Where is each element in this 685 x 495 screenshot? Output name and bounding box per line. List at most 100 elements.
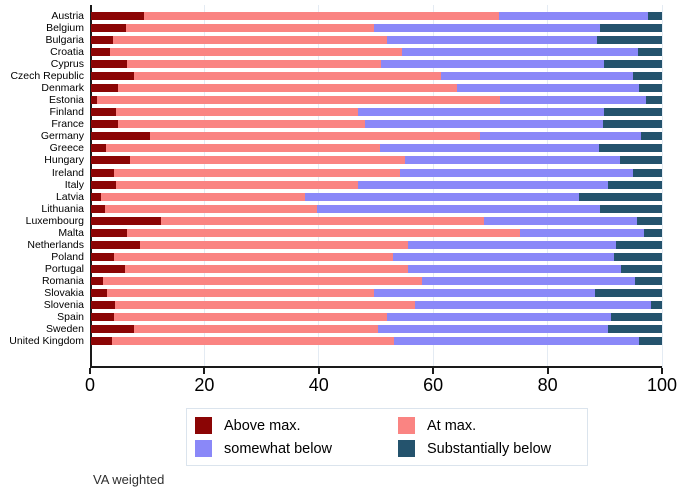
x-axis-tick-label: 40: [308, 375, 329, 395]
bar-segment-substantially-below: [651, 300, 662, 309]
stacked-bar: [91, 228, 662, 237]
legend-label-at-max: At max.: [427, 417, 477, 434]
country-label: Austria: [51, 10, 84, 22]
bar-segment-somewhat-below: [422, 276, 635, 285]
bar-segment-substantially-below: [632, 168, 662, 177]
stacked-bar: [91, 36, 662, 45]
stacked-bar: [91, 108, 662, 117]
stacked-bar: [91, 325, 662, 334]
bar-segment-somewhat-below: [520, 228, 645, 237]
bar-segment-somewhat-below: [480, 132, 641, 141]
gridline: [661, 5, 663, 368]
bar-segment-above-max: [91, 276, 103, 285]
bar-segment-above-max: [91, 288, 107, 297]
x-axis-tick-label: 100: [646, 375, 678, 395]
bar-segment-above-max: [91, 120, 119, 129]
bar-segment-at-max: [130, 156, 406, 165]
bar-segment-substantially-below: [599, 204, 662, 213]
stacked-bar: [91, 48, 662, 57]
stacked-bar: [91, 240, 662, 249]
bar-segment-above-max: [91, 192, 102, 201]
country-label: Finland: [49, 106, 84, 119]
bar-segment-above-max: [91, 300, 115, 309]
country-label: Ireland: [51, 166, 84, 179]
legend: Above max. At max. somewhat below Substanti…: [186, 408, 588, 466]
bar-segment-substantially-below: [620, 156, 662, 165]
bar-segment-above-max: [91, 337, 113, 346]
stacked-bar: [91, 60, 662, 69]
bar-segment-at-max: [134, 325, 378, 334]
bar-segment-substantially-below: [603, 108, 662, 117]
bar-segment-substantially-below: [640, 132, 662, 141]
bar-segment-substantially-below: [634, 276, 662, 285]
bar-segment-at-max: [140, 240, 409, 249]
legend-label-somewhat-below: somewhat below: [224, 440, 332, 457]
bar-segment-at-max: [143, 12, 499, 20]
bar-segment-somewhat-below: [394, 337, 640, 346]
bar-segment-substantially-below: [636, 216, 662, 225]
bar-segment-substantially-below: [603, 120, 662, 129]
country-label: Greece: [49, 142, 84, 155]
bar-segment-at-max: [118, 120, 365, 129]
bar-segment-above-max: [91, 84, 119, 93]
legend-swatch-substantially-below: [398, 440, 415, 457]
bar-segment-somewhat-below: [381, 60, 604, 69]
bar-segment-somewhat-below: [498, 12, 648, 20]
stacked-bar: [91, 264, 662, 273]
stacked-bar: [91, 276, 662, 285]
bar-segment-above-max: [91, 313, 114, 321]
country-label: Germany: [40, 130, 84, 143]
bar-segment-above-max: [91, 132, 150, 141]
bar-segment-substantially-below: [639, 84, 662, 93]
x-axis-tick-label: 60: [423, 375, 444, 395]
stacked-bar: [91, 156, 662, 165]
legend-item-substantially-below: Substantially below: [398, 440, 587, 457]
bar-segment-substantially-below: [632, 72, 662, 81]
country-label: Spain: [57, 311, 84, 323]
bar-segment-above-max: [91, 48, 111, 57]
bar-segment-above-max: [91, 60, 127, 69]
stacked-bar: [91, 120, 662, 129]
bar-segment-at-max: [134, 72, 442, 81]
bar-segment-somewhat-below: [408, 264, 622, 273]
stacked-bar: [91, 72, 662, 81]
stacked-bar: [91, 313, 662, 321]
stacked-bar: [91, 180, 662, 189]
bar-segment-above-max: [91, 216, 161, 225]
bar-segment-somewhat-below: [358, 180, 608, 189]
bar-segment-substantially-below: [644, 228, 662, 237]
country-label: Slovenia: [43, 298, 84, 311]
bar-segment-substantially-below: [639, 337, 662, 346]
stacked-bar: [91, 204, 662, 213]
bar-segment-at-max: [105, 204, 317, 213]
bar-segment-at-max: [114, 300, 415, 309]
bar-segment-at-max: [126, 24, 375, 33]
bar-segment-at-max: [118, 84, 457, 93]
bar-segment-substantially-below: [603, 60, 662, 69]
bar-segment-somewhat-below: [364, 120, 604, 129]
x-axis-tick: [661, 368, 663, 374]
bar-segment-somewhat-below: [316, 204, 600, 213]
bar-segment-at-max: [112, 337, 395, 346]
bar-segment-above-max: [91, 204, 106, 213]
bar-segment-somewhat-below: [357, 108, 604, 117]
stacked-bar: [91, 132, 662, 141]
bar-segment-above-max: [91, 96, 98, 105]
bar-segment-at-max: [126, 228, 521, 237]
country-label: France: [51, 118, 84, 131]
bar-segment-at-max: [113, 168, 401, 177]
bar-segment-somewhat-below: [457, 84, 640, 93]
bar-segment-somewhat-below: [386, 36, 597, 45]
bar-segment-above-max: [91, 108, 117, 117]
legend-swatch-at-max: [398, 417, 415, 434]
stacked-bar: [91, 84, 662, 93]
bar-segment-somewhat-below: [484, 216, 637, 225]
bar-segment-at-max: [102, 276, 423, 285]
x-axis-tick: [89, 368, 91, 374]
bar-segment-above-max: [91, 24, 127, 33]
stacked-bar: [91, 288, 662, 297]
bar-segment-at-max: [113, 313, 388, 321]
bar-segment-at-max: [106, 144, 380, 153]
country-label: Poland: [51, 250, 84, 263]
country-label: Latvia: [55, 190, 84, 203]
